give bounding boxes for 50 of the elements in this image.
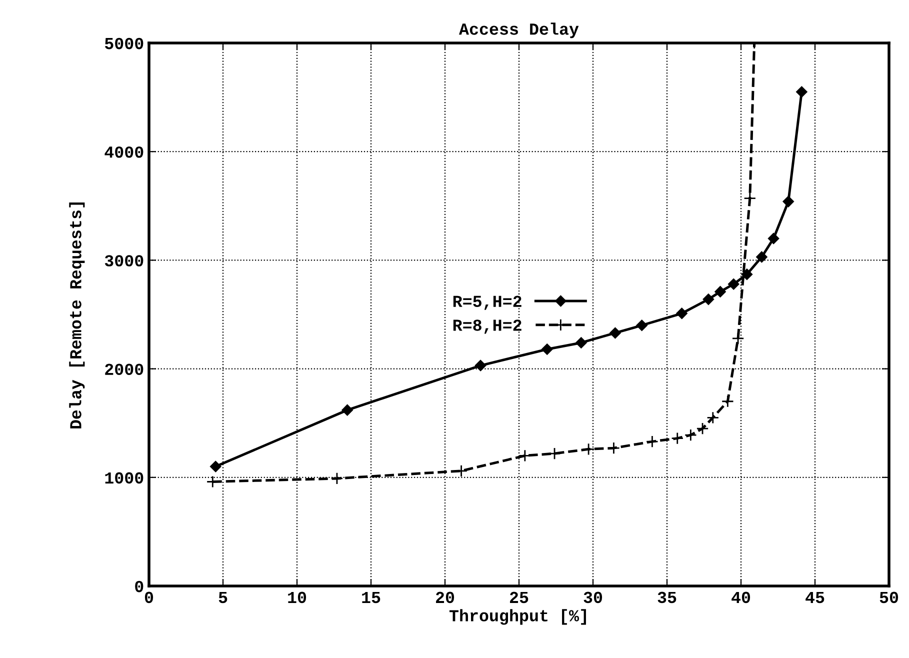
point [702, 294, 714, 305]
x-axis-title: Throughput [%] [449, 609, 586, 625]
x-tick-label: 40 [732, 592, 750, 604]
x-tick-label: 15 [362, 592, 380, 604]
point [796, 86, 808, 98]
point [744, 192, 756, 205]
y-tick-label: 4000 [104, 146, 144, 158]
point [706, 411, 720, 424]
x-tick-label: 30 [584, 592, 602, 604]
point [342, 404, 353, 416]
point [548, 447, 561, 460]
point [576, 337, 587, 348]
y-tick-label: 2000 [105, 364, 144, 376]
point [610, 327, 621, 339]
point [732, 332, 744, 345]
legend-label: R=8,H=2 [453, 320, 522, 334]
point [607, 442, 620, 454]
point [768, 232, 780, 244]
point [721, 395, 734, 408]
y-tick-label: 3000 [104, 255, 144, 266]
point [671, 432, 684, 445]
x-tick-label: 50 [880, 592, 898, 604]
point [474, 360, 486, 372]
point [636, 320, 648, 331]
point [676, 308, 688, 320]
legend-label: R=5,H=2 [453, 296, 522, 310]
point [714, 286, 726, 298]
point [741, 268, 753, 280]
y-tick-label: 1000 [105, 472, 144, 484]
point [646, 435, 658, 448]
x-tick-label: 20 [436, 592, 454, 604]
chart-title: Access Delay [458, 22, 579, 38]
point [696, 422, 709, 435]
point [684, 428, 697, 442]
y-tick-label: 5000 [104, 38, 144, 50]
point [330, 472, 344, 485]
x-tick-label: 10 [288, 592, 306, 604]
x-tick-label: 0 [144, 592, 154, 604]
point [582, 442, 595, 456]
point [756, 251, 768, 263]
point [210, 460, 222, 472]
point [728, 278, 740, 290]
point [782, 196, 794, 208]
point [542, 344, 553, 355]
y-tick-label: 0 [135, 580, 144, 592]
x-tick-label: 5 [218, 592, 228, 604]
x-tick-label: 45 [806, 592, 824, 604]
x-tick-label: 25 [510, 592, 528, 604]
x-tick-label: 35 [658, 592, 676, 604]
y-axis-title: Delay [Remote Requests] [69, 202, 85, 428]
